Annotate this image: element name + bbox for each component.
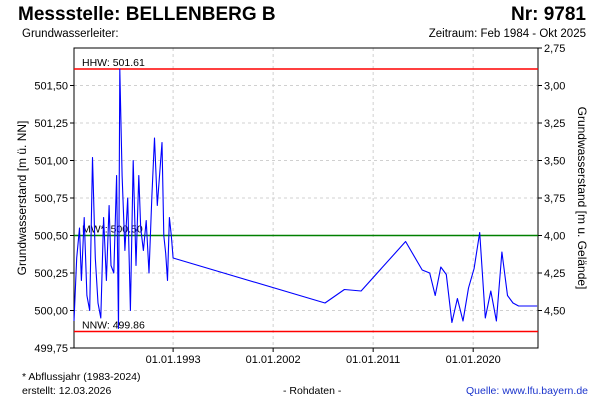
- y-tick-label: 499,75: [34, 343, 68, 355]
- y-tick-label: 500,75: [34, 193, 68, 205]
- y-tick-label: 501,00: [34, 156, 68, 168]
- y-tick-label: 501,25: [34, 118, 68, 130]
- station-number: Nr: 9781: [511, 4, 586, 25]
- y2-tick-label: 4,50: [544, 306, 565, 318]
- aquifer-label: Grundwasserleiter:: [22, 28, 119, 40]
- y2-tick-label: 4,00: [544, 231, 565, 243]
- period-label: Zeitraum: Feb 1984 - Okt 2025: [428, 28, 586, 40]
- y-tick-label: 500,50: [34, 231, 68, 243]
- created-date: erstellt: 12.03.2026: [22, 385, 112, 397]
- y2-tick-label: 2,75: [544, 43, 565, 55]
- reference-lines: HHW: 501.61 MW*: 500.50 NNW: 499.86: [74, 57, 538, 333]
- y2-tick-label: 3,50: [544, 156, 565, 168]
- plot-frame: [73, 47, 539, 349]
- groundwater-series-line: [73, 68, 538, 330]
- reference-line-label: NNW: 499.86: [82, 320, 145, 332]
- station-title: Messstelle: BELLENBERG B: [18, 4, 276, 25]
- footnote: * Abflussjahr (1983-2024): [22, 371, 141, 383]
- y2-axis-label: Grundwasserstand [m u. Gelände]: [575, 107, 589, 290]
- y-axis-label: Grundwasserstand [m ü. NN]: [15, 121, 29, 276]
- reference-line-label: MW*: 500.50: [82, 224, 143, 236]
- y-tick-label: 500,25: [34, 268, 68, 280]
- series-group: [73, 68, 538, 330]
- x-tick-label: 01.01.2020: [446, 354, 501, 366]
- y-tick-label: 501,50: [34, 81, 68, 93]
- raw-data-label: - Rohdaten -: [283, 385, 342, 397]
- reference-line-label: HHW: 501.61: [82, 57, 145, 69]
- y2-tick-label: 3,75: [544, 193, 565, 205]
- chart-grid: [74, 48, 538, 349]
- y2-tick-label: 3,25: [544, 118, 565, 130]
- x-tick-label: 01.01.1993: [146, 354, 201, 366]
- source-link[interactable]: Quelle: www.lfu.bayern.de: [466, 385, 588, 397]
- x-tick-label: 01.01.2002: [246, 354, 301, 366]
- y-tick-label: 500,00: [34, 306, 68, 318]
- y2-tick-label: 4,25: [544, 268, 565, 280]
- axes: 499,75 500,00 500,25 500,50 500,75 501,00 501,…: [34, 43, 565, 366]
- y2-tick-label: 3,00: [544, 81, 565, 93]
- x-tick-label: 01.01.2011: [346, 354, 400, 366]
